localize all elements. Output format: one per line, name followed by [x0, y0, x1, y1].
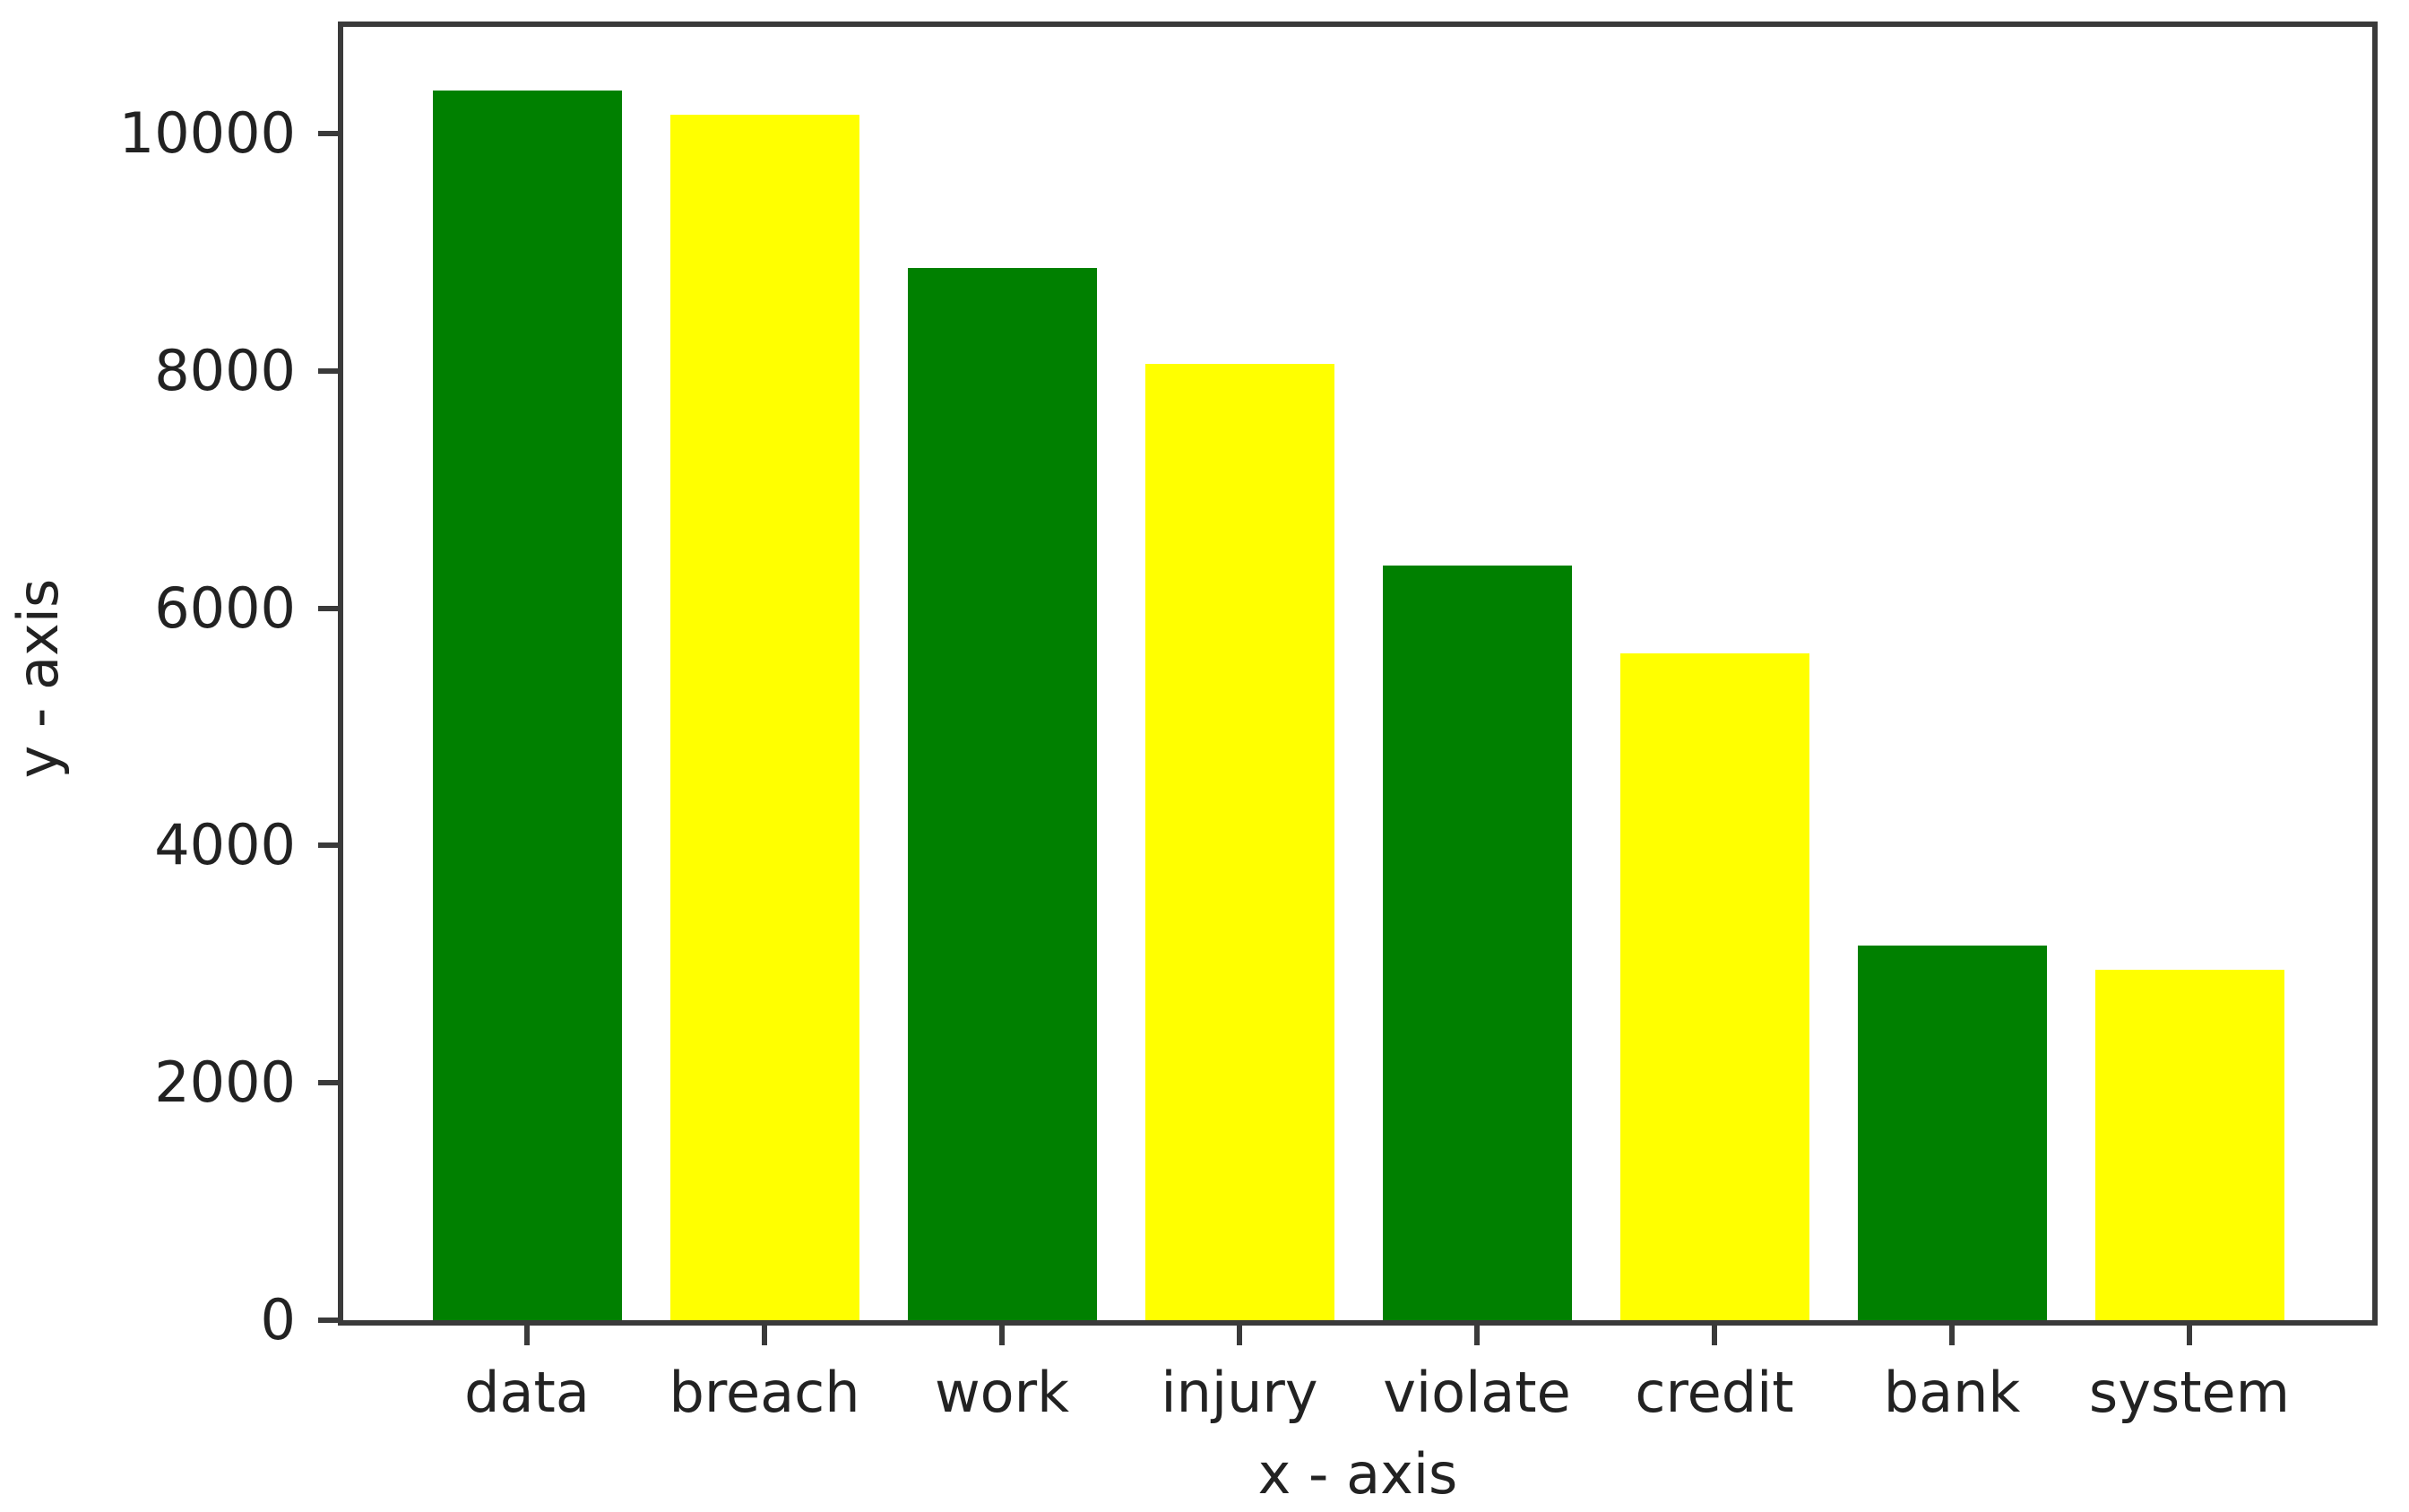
x-tick-label-credit: credit [1635, 1360, 1794, 1425]
bar-injury [1144, 364, 1334, 1320]
x-tick-label-violate: violate [1383, 1360, 1571, 1425]
plot-area: data breach work injury violate credit bank sys… [119, 22, 2378, 1421]
y-tick-label-4000: 4000 [154, 812, 296, 878]
y-tick-mark-6000 [318, 605, 338, 611]
x-tick-label-work: work [934, 1360, 1070, 1425]
bar-work [907, 268, 1097, 1320]
x-tick-label-system: system [2088, 1360, 2291, 1425]
x-tick-mark-violate [1474, 1326, 1480, 1345]
y-tick-label-0: 0 [260, 1287, 296, 1352]
y-tick-mark-0 [318, 1318, 338, 1323]
x-tick-mark-injury [1237, 1326, 1242, 1345]
x-tick-label-data: data [464, 1360, 590, 1425]
x-tick-label-injury: injury [1161, 1360, 1318, 1425]
y-tick-label-2000: 2000 [154, 1050, 296, 1116]
bar-credit [1619, 653, 1809, 1320]
bar-breach [669, 115, 859, 1320]
bar-data [432, 91, 622, 1320]
x-tick-mark-credit [1712, 1326, 1717, 1345]
y-tick-mark-10000 [318, 131, 338, 137]
x-axis-title: x - axis [1257, 1441, 1458, 1507]
x-tick-mark-data [524, 1326, 530, 1345]
x-tick-mark-system [2187, 1326, 2192, 1345]
x-tick-label-bank: bank [1883, 1360, 2021, 1425]
y-tick-label-8000: 8000 [154, 337, 296, 403]
y-tick-mark-8000 [318, 367, 338, 374]
x-tick-mark-work [999, 1326, 1005, 1345]
bar-violate [1382, 566, 1572, 1320]
x-tick-mark-bank [1949, 1326, 1955, 1345]
x-tick-label-breach: breach [669, 1360, 860, 1425]
y-axis-title: y - axis [5, 578, 71, 779]
bar-system [2094, 970, 2284, 1320]
y-tick-label-6000: 6000 [154, 575, 296, 641]
y-tick-label-10000: 10000 [118, 100, 296, 167]
x-tick-mark-breach [762, 1326, 767, 1345]
y-tick-mark-2000 [318, 1080, 338, 1086]
y-tick-mark-4000 [318, 842, 338, 849]
bar-bank [1857, 946, 2047, 1320]
